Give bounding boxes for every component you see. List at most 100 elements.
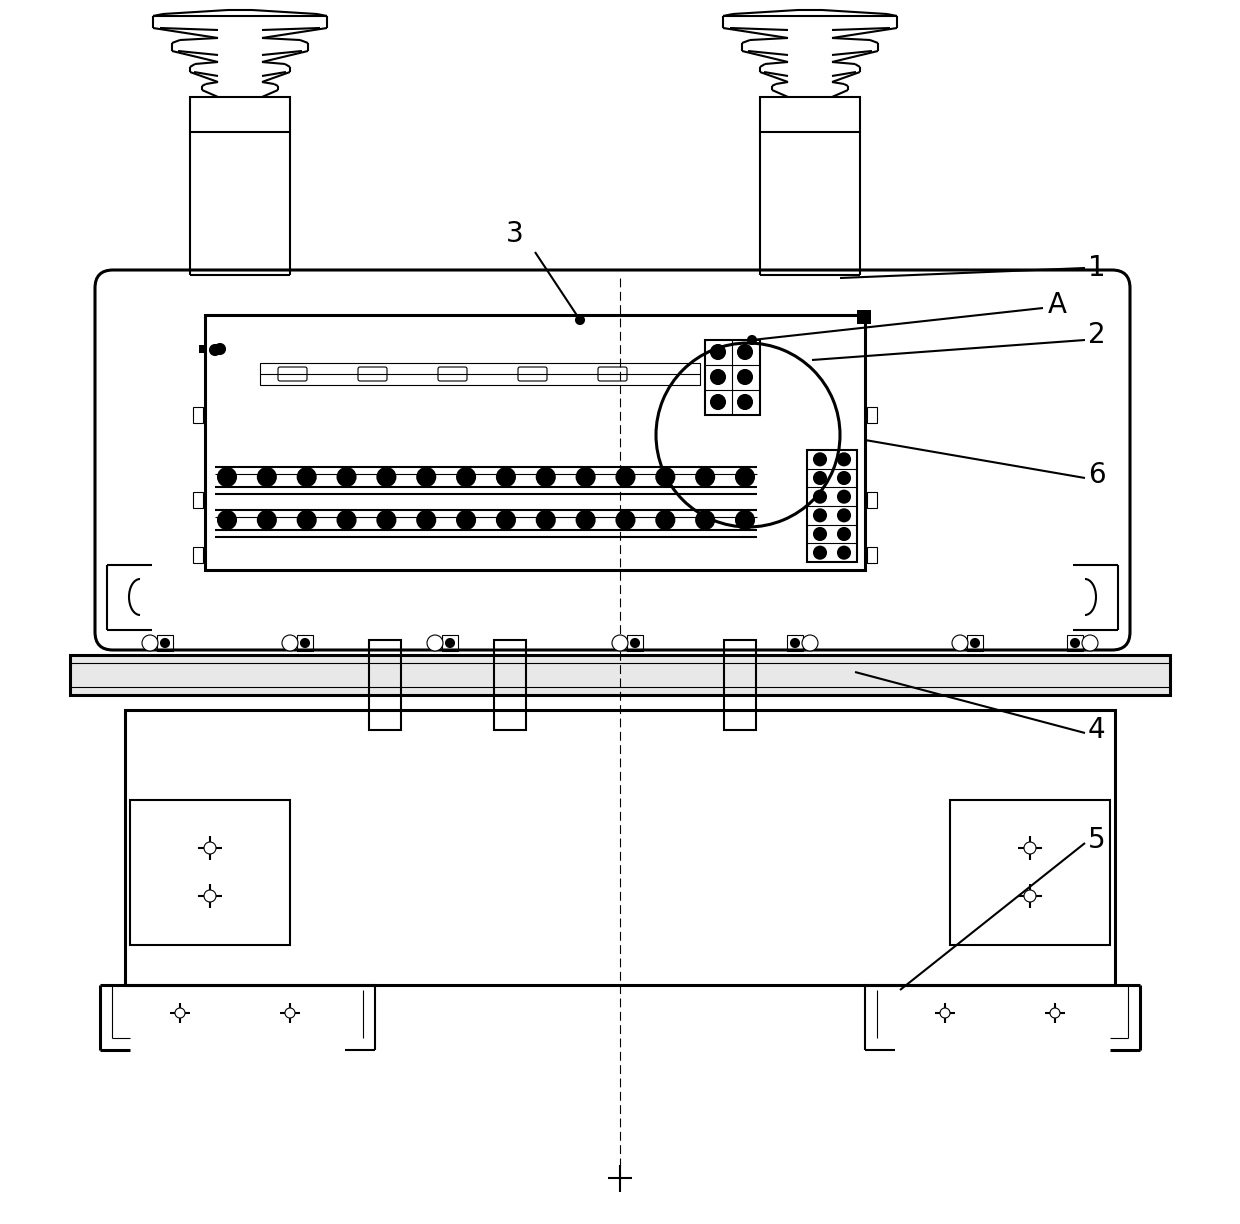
Circle shape — [205, 842, 216, 854]
Circle shape — [417, 468, 435, 486]
Circle shape — [446, 639, 454, 647]
Bar — [193, 492, 203, 508]
Bar — [494, 640, 526, 730]
Bar — [298, 635, 312, 651]
Circle shape — [813, 528, 826, 540]
Circle shape — [737, 468, 754, 486]
Circle shape — [577, 510, 595, 529]
Circle shape — [427, 635, 443, 651]
Circle shape — [1024, 842, 1035, 854]
Bar — [198, 345, 207, 353]
Bar — [260, 364, 701, 386]
Text: 2: 2 — [1087, 321, 1106, 349]
Bar — [157, 635, 174, 651]
Bar — [193, 408, 203, 424]
Circle shape — [656, 468, 675, 486]
Circle shape — [738, 395, 751, 409]
Circle shape — [940, 1009, 950, 1018]
Circle shape — [838, 453, 849, 465]
Circle shape — [838, 509, 849, 521]
Circle shape — [838, 491, 849, 503]
Text: 5: 5 — [1087, 826, 1106, 854]
Circle shape — [802, 635, 818, 651]
Circle shape — [616, 468, 635, 486]
Circle shape — [838, 472, 849, 483]
Circle shape — [1024, 890, 1035, 902]
Bar — [724, 640, 756, 730]
Circle shape — [791, 639, 799, 647]
Bar — [205, 315, 866, 570]
Circle shape — [218, 468, 236, 486]
Circle shape — [175, 1009, 185, 1018]
Bar — [867, 408, 877, 424]
Circle shape — [711, 395, 725, 409]
Circle shape — [748, 337, 756, 344]
Circle shape — [631, 639, 639, 647]
Text: 1: 1 — [1087, 255, 1106, 282]
Text: A: A — [1048, 291, 1066, 319]
Circle shape — [838, 528, 849, 540]
Bar — [1066, 635, 1083, 651]
Circle shape — [301, 639, 309, 647]
Circle shape — [161, 639, 169, 647]
Text: 4: 4 — [1087, 716, 1106, 744]
Circle shape — [281, 635, 298, 651]
Bar — [867, 547, 877, 563]
Circle shape — [298, 510, 316, 529]
Circle shape — [711, 345, 725, 359]
Circle shape — [577, 468, 595, 486]
Circle shape — [205, 890, 216, 902]
Text: 3: 3 — [506, 220, 523, 248]
Circle shape — [218, 510, 236, 529]
Circle shape — [285, 1009, 295, 1018]
Bar — [760, 97, 861, 132]
Circle shape — [813, 453, 826, 465]
Circle shape — [537, 510, 554, 529]
Circle shape — [298, 468, 316, 486]
Circle shape — [813, 491, 826, 503]
Circle shape — [813, 547, 826, 558]
Circle shape — [696, 510, 714, 529]
Circle shape — [337, 468, 356, 486]
Circle shape — [337, 510, 356, 529]
Bar — [441, 635, 458, 651]
Circle shape — [738, 370, 751, 384]
Text: 6: 6 — [1087, 461, 1106, 490]
Circle shape — [1071, 639, 1079, 647]
Bar — [950, 800, 1110, 945]
Circle shape — [613, 635, 627, 651]
Circle shape — [952, 635, 968, 651]
Bar — [807, 450, 857, 562]
Circle shape — [971, 639, 980, 647]
Circle shape — [838, 547, 849, 558]
Bar — [130, 800, 290, 945]
Circle shape — [738, 345, 751, 359]
Bar — [125, 710, 1115, 985]
Circle shape — [377, 468, 396, 486]
Circle shape — [1083, 635, 1097, 651]
Bar — [787, 635, 804, 651]
Circle shape — [143, 635, 157, 651]
Bar — [69, 655, 1171, 695]
Circle shape — [616, 510, 635, 529]
Bar — [857, 310, 870, 324]
Circle shape — [813, 509, 826, 521]
Circle shape — [577, 316, 584, 324]
Circle shape — [497, 510, 515, 529]
Circle shape — [215, 344, 224, 354]
Bar — [867, 492, 877, 508]
Circle shape — [458, 468, 475, 486]
Bar — [193, 547, 203, 563]
Circle shape — [696, 468, 714, 486]
Circle shape — [737, 510, 754, 529]
Circle shape — [377, 510, 396, 529]
Circle shape — [258, 468, 275, 486]
Bar — [69, 655, 1171, 695]
Bar — [190, 97, 290, 132]
Circle shape — [458, 510, 475, 529]
Circle shape — [258, 510, 275, 529]
Bar — [370, 640, 401, 730]
Bar — [627, 635, 644, 651]
Circle shape — [417, 510, 435, 529]
Circle shape — [537, 468, 554, 486]
